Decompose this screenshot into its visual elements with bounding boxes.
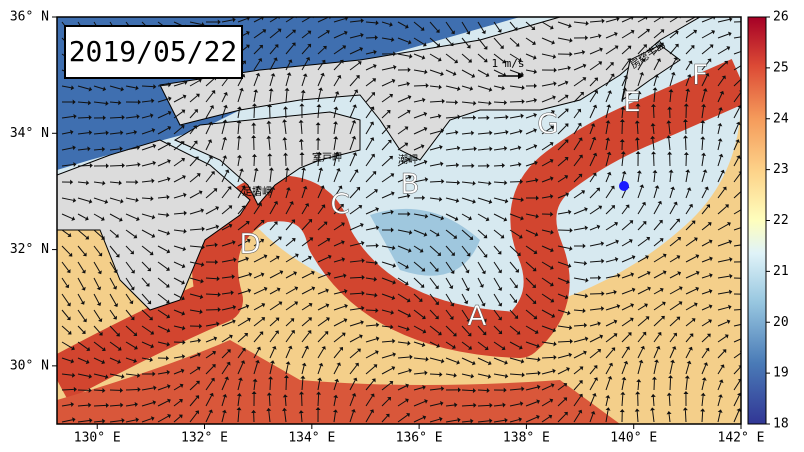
- vector: [685, 122, 686, 134]
- place-name: 室戸岬: [312, 151, 342, 164]
- vector: [542, 357, 554, 358]
- x-tick-label: 136° E: [396, 431, 443, 446]
- vector: [670, 378, 671, 390]
- colorbar: [748, 17, 766, 424]
- vector: [94, 405, 106, 406]
- y-tick-label: 32° N: [10, 242, 49, 257]
- vector-head: [742, 259, 745, 264]
- vector: [494, 165, 502, 166]
- vector: [126, 389, 138, 390]
- vector: [446, 182, 457, 183]
- vector: [510, 101, 522, 102]
- x-tick-label: 140° E: [610, 431, 657, 446]
- colorbar-tick-label: 25: [773, 60, 789, 75]
- vector: [142, 86, 153, 87]
- vector: [478, 390, 487, 391]
- vector: [478, 405, 490, 406]
- vector-head: [744, 276, 747, 281]
- region-label: B: [400, 167, 419, 200]
- vector: [685, 138, 686, 150]
- region-label: E: [623, 85, 641, 118]
- vector: [206, 294, 218, 295]
- scale-label: 1 m/s: [491, 57, 524, 70]
- vector-head: [741, 63, 745, 67]
- vector: [558, 341, 570, 342]
- vector-head: [743, 336, 747, 341]
- vector-head: [743, 242, 746, 247]
- x-tick-label: 138° E: [503, 431, 550, 446]
- date-label: 2019/05/22: [69, 35, 238, 68]
- vector: [269, 395, 270, 406]
- vector: [350, 277, 362, 278]
- region-label: D: [239, 227, 261, 260]
- vector: [62, 389, 74, 390]
- vector: [702, 411, 703, 422]
- vector: [462, 390, 473, 391]
- vector: [430, 181, 441, 182]
- vector: [301, 142, 302, 150]
- colorbar-tick-label: 26: [773, 10, 789, 25]
- region-label: A: [467, 299, 486, 332]
- colorbar-tick-label: 19: [773, 366, 789, 381]
- vector: [653, 397, 654, 406]
- vector: [318, 395, 319, 406]
- region-label: C: [330, 187, 350, 220]
- vector: [78, 117, 89, 118]
- vector: [270, 379, 271, 390]
- vector: [638, 382, 639, 390]
- colorbar-tick-label: 18: [773, 417, 789, 432]
- x-tick-label: 132° E: [181, 431, 228, 446]
- region-label: F: [692, 58, 708, 91]
- vector: [110, 117, 122, 118]
- vector-head: [743, 206, 747, 210]
- colorbar-tick-label: 23: [773, 162, 789, 177]
- region-label: G: [537, 107, 559, 140]
- vector: [94, 390, 102, 391]
- vector: [285, 397, 286, 406]
- vector: [430, 374, 439, 375]
- vector: [574, 325, 584, 326]
- x-tick-label: 134° E: [288, 431, 335, 446]
- y-tick-label: 34° N: [10, 126, 49, 141]
- vector: [685, 410, 686, 422]
- station-marker: [619, 181, 629, 191]
- vector: [494, 102, 504, 103]
- vector: [462, 405, 473, 406]
- colorbar-tick-label: 24: [773, 111, 789, 126]
- colorbar-tick-label: 20: [773, 315, 789, 330]
- vector: [142, 198, 151, 199]
- x-tick-label: 142° E: [718, 431, 765, 446]
- y-tick-label: 30° N: [10, 358, 49, 373]
- y-tick-label: 36° N: [10, 10, 49, 25]
- place-name: 足摺岬: [242, 185, 272, 198]
- colorbar-tick-label: 21: [773, 264, 789, 279]
- x-tick-label: 130° E: [74, 431, 121, 446]
- colorbar-tick-label: 22: [773, 213, 789, 228]
- vector-head: [743, 34, 746, 39]
- vector-head: [744, 224, 748, 229]
- vector: [637, 140, 638, 150]
- place-name: 潮岬: [398, 153, 418, 166]
- vector: [653, 107, 654, 118]
- vector: [574, 310, 583, 311]
